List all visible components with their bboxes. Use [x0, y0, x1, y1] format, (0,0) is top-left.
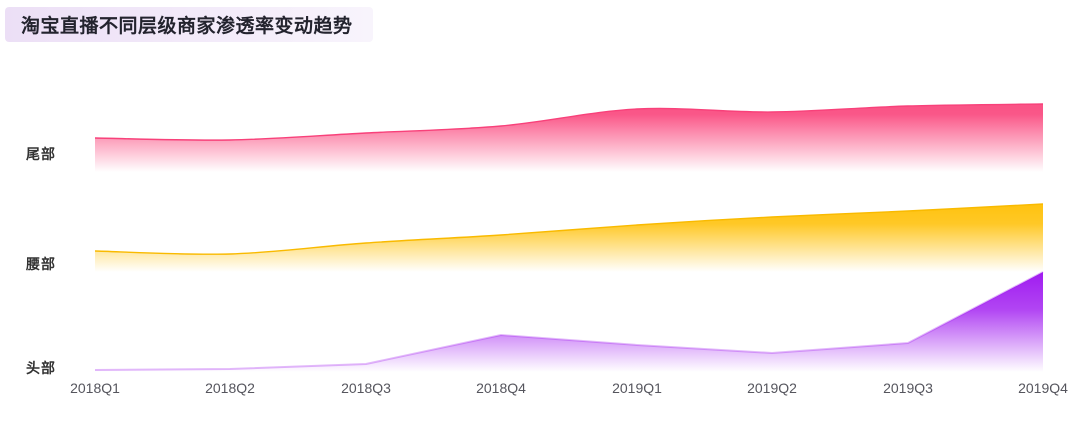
x-tick-label-2018q3: 2018Q3 — [341, 380, 391, 396]
x-tick-label-2019q2: 2019Q2 — [747, 380, 797, 396]
x-tick-label-2018q4: 2018Q4 — [476, 380, 526, 396]
x-tick-label-2019q3: 2019Q3 — [883, 380, 933, 396]
x-tick-label-2018q1: 2018Q1 — [70, 380, 120, 396]
area-head — [95, 272, 1043, 377]
edge-line-head — [94, 271, 1044, 371]
chart-title: 淘宝直播不同层级商家渗透率变动趋势 — [21, 16, 353, 37]
area-tail — [95, 104, 1043, 176]
row-label-waist: 腰部 — [26, 256, 56, 272]
edge-line-waist — [94, 203, 1044, 255]
row-label-head: 头部 — [26, 360, 56, 376]
row-label-tail: 尾部 — [26, 146, 56, 162]
area-waist — [95, 204, 1043, 278]
chart-title-badge: 淘宝直播不同层级商家渗透率变动趋势 — [5, 7, 373, 42]
x-tick-label-2018q2: 2018Q2 — [205, 380, 255, 396]
edge-line-tail — [94, 103, 1044, 141]
x-tick-label-2019q4: 2019Q4 — [1018, 380, 1068, 396]
x-tick-label-2019q1: 2019Q1 — [612, 380, 662, 396]
